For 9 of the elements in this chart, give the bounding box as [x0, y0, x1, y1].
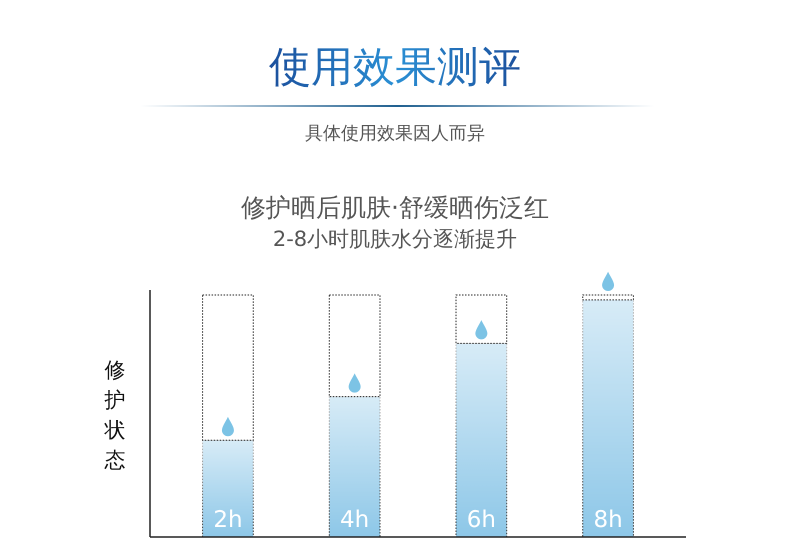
text: 2-8小时肌肤水分逐渐提升	[272, 227, 518, 251]
x-tick-label: 8h	[593, 507, 623, 533]
chart-subtitle: 具体使用效果因人而异	[305, 123, 485, 144]
text: 修护晒后肌肤·舒缓晒伤泛红	[241, 193, 549, 222]
x-tick-label: 2h	[213, 507, 243, 533]
y-axis-title: 修护状态	[104, 358, 126, 472]
x-tick-label: 4h	[340, 507, 370, 533]
chart-title: 使用效果测评	[269, 42, 521, 91]
x-tick-label: 6h	[466, 507, 496, 533]
